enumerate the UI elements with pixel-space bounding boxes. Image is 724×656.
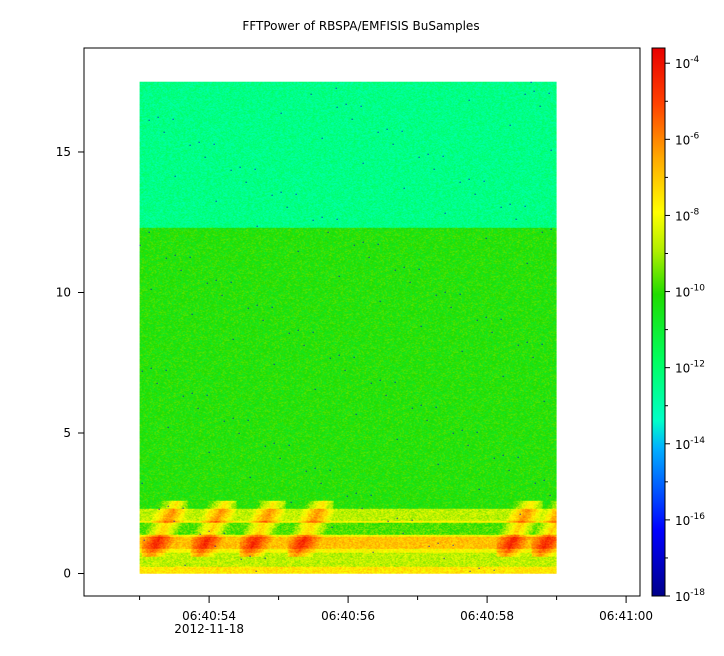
colorbar-tick-label: 10-4 — [675, 55, 700, 71]
colorbar-tick-label: 10-6 — [675, 131, 700, 147]
x-tick-label: 06:40:54 — [182, 609, 236, 623]
x-tick-date-label: 2012-11-18 — [174, 622, 244, 636]
x-tick-label: 06:40:58 — [460, 609, 514, 623]
colorbar-tick-label: 10-8 — [675, 207, 700, 223]
spectrogram-image — [139, 81, 557, 574]
chart-title: FFTPower of RBSPA/EMFISIS BuSamples — [242, 19, 479, 33]
colorbar-tick-label: 10-14 — [675, 436, 705, 452]
colorbar-tick-label: 10-12 — [675, 360, 705, 376]
x-tick-label: 06:40:56 — [321, 609, 375, 623]
colorbar-tick-label: 10-18 — [675, 588, 705, 604]
heatmap — [139, 81, 557, 574]
colorbar — [651, 47, 666, 597]
colorbar-tick-label: 10-10 — [675, 284, 705, 300]
colorbar-axis: 10-18 10-16 10-14 10-12 10-10 10-8 10-6 10-4 — [665, 55, 705, 604]
y-tick-label: 15 — [56, 145, 71, 159]
y-axis: 0 5 10 15 — [56, 145, 84, 581]
x-tick-label: 06:41:00 — [599, 609, 653, 623]
colorbar-tick-label: 10-16 — [675, 512, 705, 528]
y-tick-label: 10 — [56, 285, 71, 299]
y-tick-label: 5 — [63, 426, 71, 440]
y-tick-label: 0 — [63, 567, 71, 581]
